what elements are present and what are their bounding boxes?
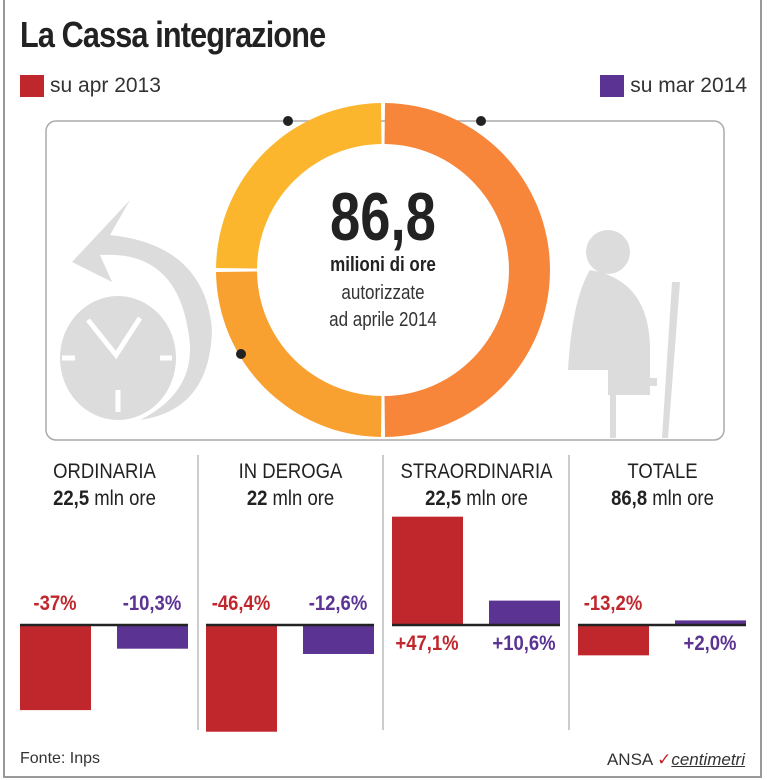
column-header: STRAORDINARIA 22,5 mln ore (395, 458, 558, 512)
bar (675, 620, 746, 625)
bar-chart (20, 516, 746, 732)
person-sitting-icon (568, 230, 680, 438)
category-unit: mln ore (652, 487, 714, 510)
category-label: IN DEROGA (238, 460, 343, 483)
category-total: 86,8 (611, 487, 648, 510)
donut-caption: autorizzate ad aprile 2014 (298, 280, 468, 334)
bar-value-label: -37% (33, 592, 77, 615)
donut-markers (236, 116, 486, 359)
category-label: ORDINARIA (53, 460, 156, 483)
category-label: TOTALE (627, 460, 698, 483)
bar-value-label: -46,4% (211, 592, 271, 615)
donut-caption-line1: autorizzate (341, 282, 425, 304)
frame (3, 0, 762, 778)
bar-value-label: +2,0% (683, 632, 737, 655)
bar-value-label: +10,6% (492, 632, 556, 655)
category-total: 22 (246, 487, 268, 510)
donut-segment (216, 103, 382, 269)
bar (20, 625, 91, 711)
donut-segment (384, 103, 551, 437)
column-header: IN DEROGA 22 mln ore (209, 458, 372, 512)
credit-logo: ANSA ✓centimetri (606, 750, 745, 769)
legend-item-mar2014: su mar 2014 (600, 74, 747, 98)
source: Fonte: Inps (20, 750, 101, 767)
donut-value: 86,8 (330, 179, 436, 255)
category-unit: mln ore (272, 487, 335, 510)
bar (117, 625, 188, 649)
category-label: STRAORDINARIA (400, 460, 553, 483)
column-header: TOTALE 86,8 mln ore (581, 458, 744, 512)
donut-caption-line2: ad aprile 2014 (329, 309, 437, 331)
category-unit: mln ore (466, 487, 528, 510)
title: La Cassa integrazione (20, 14, 326, 55)
credit-brand: centimetri (671, 750, 745, 769)
legend-label: su apr 2013 (50, 74, 161, 97)
legend-label: su mar 2014 (630, 74, 747, 97)
bar-value-label: -12,6% (308, 592, 368, 615)
bar (206, 625, 277, 732)
donut-segment (216, 271, 382, 437)
bar (303, 625, 374, 654)
category-total: 22,5 (425, 487, 462, 510)
bar (489, 600, 560, 625)
clock-icon (60, 200, 212, 420)
bar (392, 516, 463, 625)
category-unit: mln ore (94, 487, 156, 510)
legend-item-apr2013: su apr 2013 (20, 74, 161, 98)
credit: ANSA (606, 750, 653, 769)
legend-swatch (20, 75, 44, 97)
bar-value-label: -13,2% (583, 592, 643, 615)
category-total: 22,5 (53, 487, 90, 510)
column-dividers (197, 455, 570, 730)
bar (578, 625, 649, 656)
donut-chart (216, 103, 551, 437)
bar-value-label: +47,1% (395, 632, 459, 655)
bar-value-label: -10,3% (122, 592, 182, 615)
column-header: ORDINARIA 22,5 mln ore (23, 458, 186, 512)
legend-swatch (600, 75, 625, 97)
donut-unit: milioni di ore (330, 254, 436, 276)
clock-hands (62, 316, 172, 412)
